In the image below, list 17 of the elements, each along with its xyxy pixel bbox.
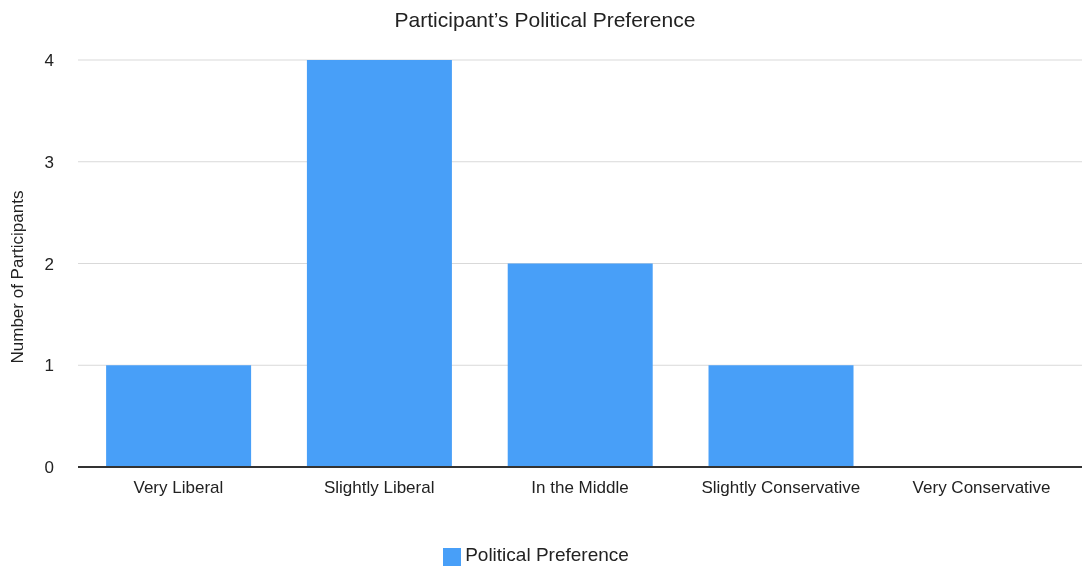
- x-tick-label: Slightly Conservative: [701, 478, 861, 498]
- x-tick-label: Slightly Liberal: [323, 478, 435, 498]
- chart-title: Participant’s Political Preference: [393, 8, 697, 32]
- y-tick-label: 0: [44, 458, 54, 478]
- x-tick-label: In the Middle: [531, 478, 629, 498]
- y-tick-label: 1: [44, 356, 54, 376]
- y-tick-label: 4: [44, 51, 54, 71]
- bar: [106, 365, 252, 467]
- x-tick-label: Very Conservative: [912, 478, 1051, 498]
- bar: [306, 60, 452, 467]
- bar: [507, 263, 653, 467]
- x-tick-label: Very Liberal: [133, 478, 224, 498]
- y-tick-label: 3: [44, 152, 54, 172]
- y-axis-title: Number of Participants: [8, 190, 28, 364]
- legend-label: Political Preference: [465, 544, 629, 565]
- bar: [708, 365, 854, 467]
- y-tick-label: 2: [44, 254, 54, 274]
